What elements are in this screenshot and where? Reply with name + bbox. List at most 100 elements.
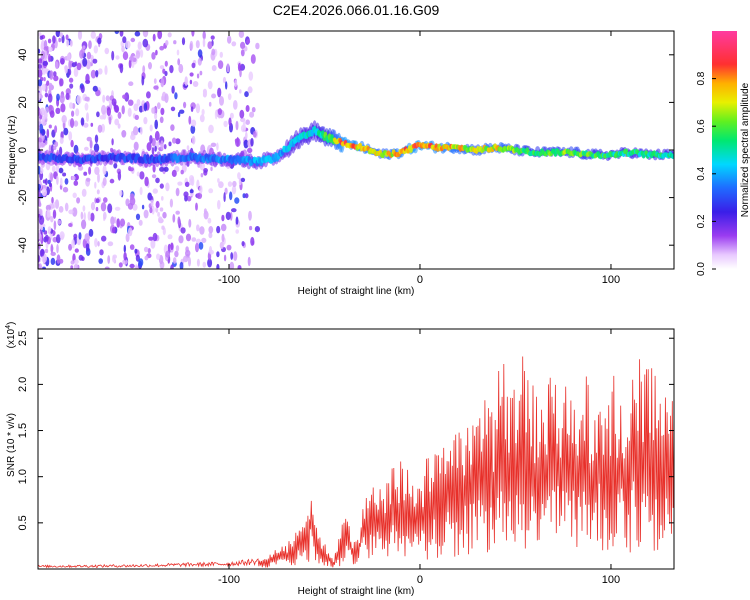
noise-speckle xyxy=(151,174,157,179)
noise-speckle xyxy=(188,115,192,125)
noise-speckle xyxy=(121,45,125,53)
y-tick-label: 0.5 xyxy=(17,515,29,530)
noise-speckle xyxy=(50,172,53,183)
noise-speckle xyxy=(146,142,152,152)
y-tick-label: 0 xyxy=(17,147,29,153)
noise-speckle xyxy=(179,261,184,269)
noise-speckle xyxy=(167,234,173,240)
noise-speckle xyxy=(163,144,167,150)
noise-speckle xyxy=(136,99,141,106)
noise-speckle xyxy=(46,128,50,139)
snr-y-label: SNR (10 * v/v) xyxy=(6,413,17,477)
noise-speckle xyxy=(157,31,163,40)
noise-speckle xyxy=(90,122,94,127)
noise-speckle xyxy=(172,137,177,144)
noise-speckle xyxy=(181,37,186,46)
noise-speckle xyxy=(231,208,237,213)
noise-speckle xyxy=(69,83,74,89)
noise-speckle xyxy=(102,94,106,103)
noise-speckle xyxy=(129,263,135,269)
noise-speckle xyxy=(58,206,64,213)
noise-speckle xyxy=(191,135,196,145)
noise-speckle xyxy=(95,206,99,212)
noise-speckle xyxy=(151,52,156,60)
noise-speckle xyxy=(73,180,79,186)
noise-speckle xyxy=(138,219,143,226)
noise-speckle xyxy=(159,183,164,189)
noise-speckle xyxy=(41,83,46,92)
noise-speckle xyxy=(160,140,164,151)
noise-speckle xyxy=(75,174,80,181)
noise-speckle xyxy=(241,241,245,247)
snr-y-ticks: 0.5 1.0 1.5 2.0 2.5 xyxy=(17,331,674,530)
noise-speckle xyxy=(130,134,136,141)
noise-speckle xyxy=(47,226,52,233)
noise-speckle xyxy=(221,214,225,222)
noise-speckle xyxy=(195,242,199,253)
noise-speckle xyxy=(227,181,233,187)
noise-speckle xyxy=(82,205,86,212)
noise-speckle xyxy=(42,266,46,269)
noise-speckle xyxy=(198,242,204,250)
noise-speckle xyxy=(196,224,200,232)
noise-speckle xyxy=(80,117,85,126)
noise-speckle xyxy=(54,61,59,69)
noise-speckle xyxy=(56,175,59,185)
noise-speckle xyxy=(189,72,194,77)
noise-speckle xyxy=(197,49,203,58)
noise-speckle xyxy=(114,206,121,211)
noise-speckle xyxy=(191,62,196,69)
noise-speckle xyxy=(160,77,165,88)
noise-speckle xyxy=(109,178,115,184)
noise-speckle xyxy=(70,139,74,148)
noise-speckle xyxy=(164,70,168,77)
noise-speckle xyxy=(52,202,56,209)
noise-speckle xyxy=(80,84,85,94)
noise-speckle xyxy=(127,107,132,118)
noise-speckle xyxy=(154,112,158,120)
noise-speckle xyxy=(128,167,134,172)
noise-speckle xyxy=(189,79,193,85)
noise-speckle xyxy=(232,180,237,188)
noise-speckle xyxy=(38,183,42,191)
y-tick-label: -40 xyxy=(17,237,29,253)
noise-speckle xyxy=(65,34,69,40)
spectrogram-x-label: Height of straight line (km) xyxy=(298,286,415,297)
noise-speckle xyxy=(68,209,74,215)
noise-speckle xyxy=(112,254,117,259)
noise-speckle xyxy=(119,63,124,74)
noise-speckle xyxy=(53,220,57,231)
noise-speckle xyxy=(227,35,232,44)
noise-speckle xyxy=(59,32,63,37)
noise-speckle xyxy=(42,70,46,75)
noise-speckle xyxy=(177,181,183,186)
noise-speckle xyxy=(142,31,149,38)
noise-speckle xyxy=(244,193,249,199)
noise-speckle xyxy=(65,92,70,100)
noise-speckle xyxy=(93,45,99,54)
noise-speckle xyxy=(217,87,222,98)
noise-speckle xyxy=(159,166,165,172)
noise-speckle xyxy=(51,165,56,173)
noise-speckle xyxy=(81,188,87,197)
noise-speckle xyxy=(114,105,120,113)
noise-speckle xyxy=(250,236,255,246)
noise-speckle xyxy=(90,202,96,211)
noise-speckle xyxy=(250,137,254,147)
x-tick-label: 0 xyxy=(417,574,423,586)
noise-speckle xyxy=(247,86,253,94)
noise-speckle xyxy=(165,250,171,258)
noise-speckle xyxy=(62,186,69,193)
noise-speckle xyxy=(190,106,194,112)
noise-speckle xyxy=(68,77,74,83)
noise-speckle xyxy=(226,63,230,73)
noise-speckle xyxy=(46,209,51,218)
noise-speckle xyxy=(71,175,76,181)
noise-speckle xyxy=(107,255,111,264)
noise-speckle xyxy=(122,259,128,265)
noise-speckle xyxy=(163,166,169,172)
noise-speckle xyxy=(86,51,92,60)
noise-speckle xyxy=(201,108,205,116)
noise-speckle xyxy=(195,202,198,211)
noise-speckle xyxy=(137,41,142,50)
